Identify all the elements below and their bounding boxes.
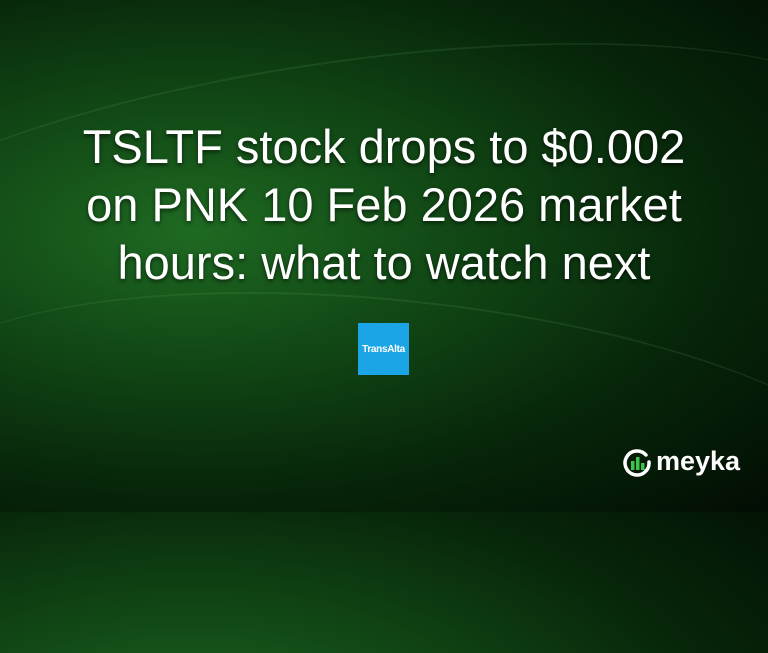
brand-name: meyka	[656, 446, 741, 476]
meyka-brand: meyka	[622, 446, 740, 477]
transalta-logo: TransAlta	[358, 323, 409, 375]
logo-text: TransAlta	[362, 343, 405, 355]
headline: TSLTF stock drops to $0.002 on PNK 10 Fe…	[0, 118, 768, 292]
headline-line: TSLTF stock drops to $0.002	[82, 120, 686, 173]
headline-line: hours: what to watch next	[117, 236, 651, 289]
meyka-chart-icon	[623, 448, 651, 477]
headline-line: on PNK 10 Feb 2026 market	[86, 178, 682, 231]
